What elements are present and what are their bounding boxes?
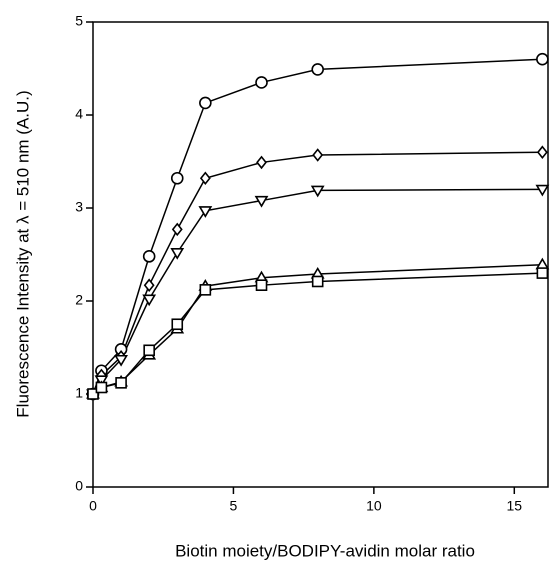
marker <box>170 247 185 260</box>
plot-frame <box>92 21 549 488</box>
marker <box>114 354 128 367</box>
marker <box>536 52 549 66</box>
x-tick-label: 10 <box>366 498 382 514</box>
marker <box>311 63 324 76</box>
marker <box>171 222 183 237</box>
marker <box>198 206 213 218</box>
marker <box>254 195 269 208</box>
marker <box>142 294 157 307</box>
y-tick-label: 4 <box>75 106 83 122</box>
marker <box>199 171 211 186</box>
marker <box>256 155 267 170</box>
marker <box>199 96 212 110</box>
marker <box>535 184 550 197</box>
marker <box>255 76 268 89</box>
series-line <box>92 272 543 395</box>
y-tick-label: 1 <box>75 385 83 401</box>
marker <box>143 278 155 292</box>
marker <box>310 185 325 198</box>
marker <box>199 284 212 296</box>
marker <box>95 381 108 394</box>
marker <box>311 275 324 288</box>
y-tick-label: 0 <box>75 478 83 494</box>
marker <box>536 145 548 159</box>
marker <box>115 377 127 389</box>
marker <box>87 388 99 400</box>
marker <box>170 171 184 185</box>
x-tick-label: 5 <box>230 498 238 514</box>
y-tick-label: 2 <box>75 292 83 308</box>
marker <box>143 344 155 357</box>
marker <box>536 267 549 279</box>
marker <box>255 279 268 291</box>
y-axis-label: Fluorescence Intensity at λ = 510 nm (A.… <box>13 90 32 417</box>
x-tick-label: 15 <box>507 498 523 514</box>
series-line <box>92 188 543 395</box>
marker <box>171 318 184 331</box>
x-axis-label: Biotin moiety/BODIPY-avidin molar ratio <box>175 541 475 560</box>
y-tick-label: 5 <box>75 13 83 29</box>
y-tick-label: 3 <box>75 199 83 215</box>
x-tick-label: 0 <box>89 498 97 514</box>
marker <box>312 148 324 162</box>
marker <box>535 257 550 270</box>
marker <box>142 250 156 263</box>
